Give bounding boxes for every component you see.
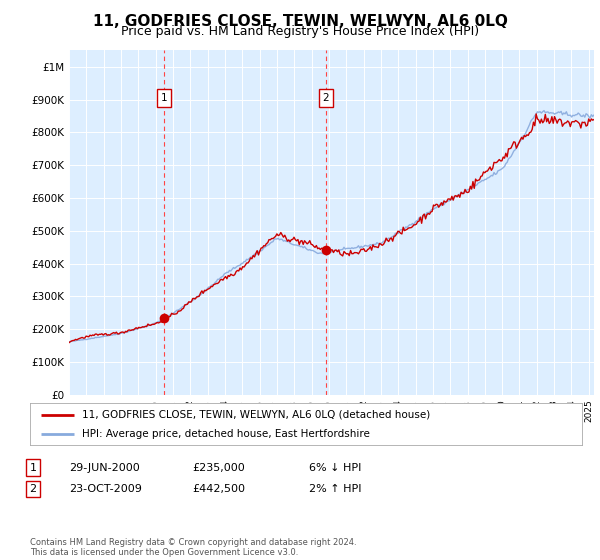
Text: £235,000: £235,000 <box>192 463 245 473</box>
Text: Contains HM Land Registry data © Crown copyright and database right 2024.
This d: Contains HM Land Registry data © Crown c… <box>30 538 356 557</box>
Text: 2: 2 <box>29 484 37 494</box>
Text: 1: 1 <box>29 463 37 473</box>
Text: 2: 2 <box>322 93 329 103</box>
Text: 6% ↓ HPI: 6% ↓ HPI <box>309 463 361 473</box>
Text: 11, GODFRIES CLOSE, TEWIN, WELWYN, AL6 0LQ: 11, GODFRIES CLOSE, TEWIN, WELWYN, AL6 0… <box>92 14 508 29</box>
Text: 1: 1 <box>161 93 167 103</box>
Text: £442,500: £442,500 <box>192 484 245 494</box>
Text: HPI: Average price, detached house, East Hertfordshire: HPI: Average price, detached house, East… <box>82 429 370 439</box>
Text: 11, GODFRIES CLOSE, TEWIN, WELWYN, AL6 0LQ (detached house): 11, GODFRIES CLOSE, TEWIN, WELWYN, AL6 0… <box>82 409 431 419</box>
Text: 2% ↑ HPI: 2% ↑ HPI <box>309 484 361 494</box>
Text: Price paid vs. HM Land Registry's House Price Index (HPI): Price paid vs. HM Land Registry's House … <box>121 25 479 38</box>
Text: 29-JUN-2000: 29-JUN-2000 <box>69 463 140 473</box>
Text: 23-OCT-2009: 23-OCT-2009 <box>69 484 142 494</box>
